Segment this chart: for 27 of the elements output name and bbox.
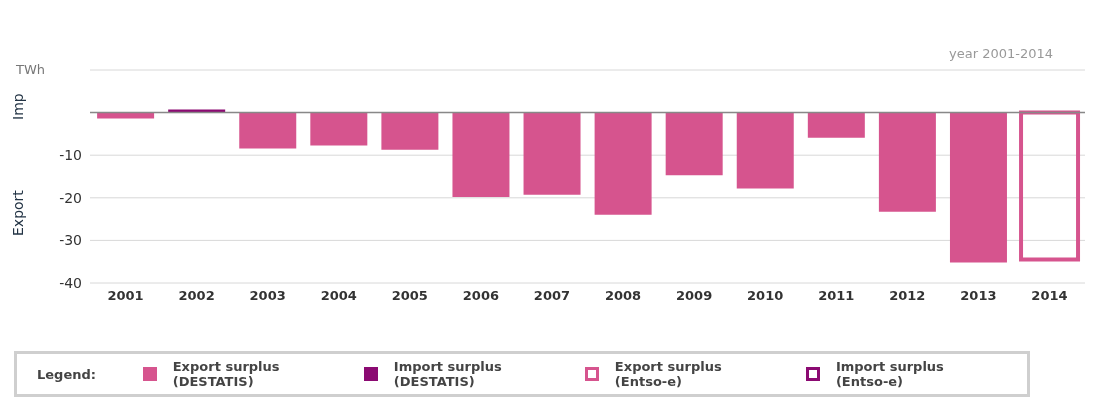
x-tick-label: 2008	[604, 288, 642, 304]
legend-title: Legend:	[36, 366, 97, 382]
x-tick-label: 2007	[533, 288, 571, 304]
y-tick-label: -40	[59, 274, 82, 291]
x-tick-label: 2005	[391, 288, 428, 304]
legend-label: Import surplus (Entso-e)	[835, 359, 945, 389]
x-tick-label: 2011	[818, 288, 855, 304]
legend-label: Export surplus (Entso-e)	[614, 359, 723, 389]
legend-label: Import surplus (DESTATIS)	[393, 359, 503, 389]
x-tick-label: 2001	[107, 288, 144, 304]
y-tick-label: -10	[59, 147, 82, 164]
x-tick-label: 2004	[320, 288, 357, 304]
text: Imp	[10, 93, 26, 120]
text: year 2001-2014	[949, 46, 1053, 61]
y-tick-label: -30	[59, 232, 82, 249]
x-tick-label: 2012	[889, 288, 926, 304]
x-tick-label: 2009	[676, 288, 713, 304]
y-tick-label: -20	[59, 189, 82, 206]
x-tick-label: 2002	[178, 288, 215, 304]
x-tick-label: 2014	[1031, 288, 1068, 304]
x-tick-label: 2003	[249, 288, 286, 304]
text: TWh	[16, 62, 46, 77]
x-tick-label: 2006	[462, 288, 499, 304]
y-axis-title: Export	[10, 190, 26, 236]
x-tick-label: 2010	[747, 288, 784, 304]
x-tick-label: 2013	[960, 288, 997, 304]
legend-label: Export surplus (DESTATIS)	[172, 359, 281, 389]
